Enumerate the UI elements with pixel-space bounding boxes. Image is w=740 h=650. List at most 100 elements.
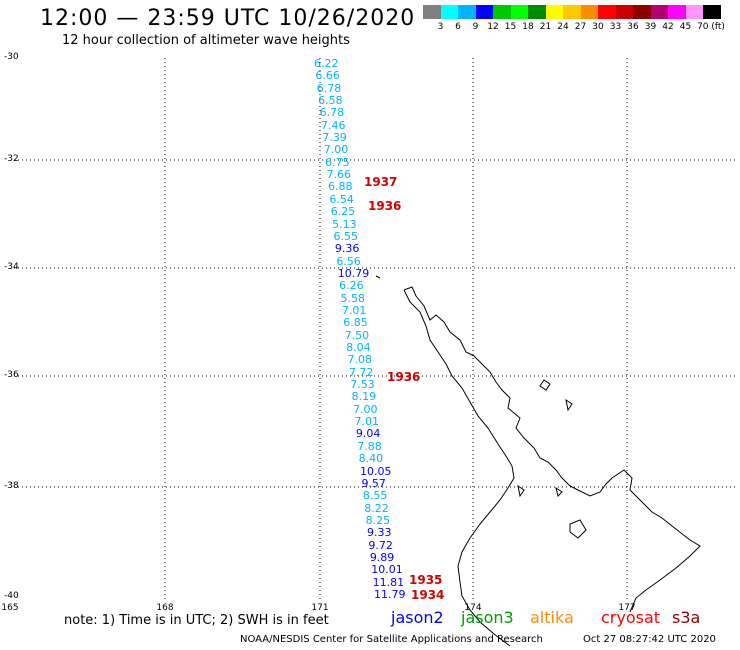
map-title: 12:00 — 23:59 UTC 10/26/2020	[40, 6, 416, 31]
pass-time-label: 1937	[364, 175, 398, 189]
footer-timestamp: Oct 27 08:27:42 UTC 2020	[583, 634, 716, 645]
scale-swatch-7	[545, 5, 563, 19]
wave-height-value: 6.85	[343, 316, 368, 330]
wave-height-value: 6.75	[325, 155, 350, 169]
wave-height-value: 7.39	[322, 131, 347, 145]
scale-label: 24	[557, 22, 569, 32]
scale-swatch-1	[440, 5, 458, 19]
satellite-label-jason2: jason2	[391, 608, 444, 627]
wave-height-value: 7.53	[350, 378, 375, 392]
footer-credit: NOAA/NESDIS Center for Satellite Applica…	[240, 634, 543, 645]
satellite-label-cryosat: cryosat	[601, 608, 661, 627]
wave-height-value: 6.88	[327, 180, 353, 194]
wave-height-value: 9.33	[367, 526, 392, 540]
wave-height-value: 7.66	[326, 168, 352, 182]
scale-swatch-5	[510, 5, 528, 19]
scale-swatch-16	[703, 5, 721, 19]
wave-height-value: 8.40	[358, 452, 384, 466]
wave-height-value: 10.05	[360, 464, 392, 478]
scale-label: 70 (ft)	[697, 22, 725, 32]
color-scale-bar	[423, 5, 721, 19]
scale-swatch-12	[633, 5, 651, 19]
wave-height-value: 8.55	[362, 489, 388, 503]
grid-lines	[14, 58, 735, 600]
wave-height-value: 10.01	[371, 563, 403, 577]
scale-swatch-4	[493, 5, 511, 19]
coastline	[375, 275, 701, 647]
lat-label: -38	[4, 481, 19, 491]
wave-height-value: 9.36	[334, 242, 360, 256]
lat-label: -40	[4, 591, 19, 601]
wave-height-value: 7.72	[348, 365, 374, 379]
satellite-label-altika: altika	[530, 608, 574, 627]
island-outline	[517, 484, 525, 498]
lat-label: -32	[4, 154, 19, 164]
wave-height-value: 11.81	[372, 575, 405, 589]
wave-height-value: 6.78	[316, 81, 342, 95]
scale-label: 39	[644, 22, 657, 32]
lon-label: 171	[311, 603, 329, 613]
pass-time-label: 1936	[368, 199, 402, 213]
lon-label: 177	[618, 603, 636, 613]
wave-height-value: 5.58	[340, 291, 366, 305]
scale-label: 15	[504, 22, 517, 32]
scale-label: 45	[679, 22, 692, 32]
wave-height-value: 9.89	[369, 550, 395, 564]
lat-label: -36	[4, 370, 19, 380]
wave-height-value: 7.00	[353, 402, 378, 416]
wave-height-value: 8.19	[351, 390, 377, 404]
scale-label: 36	[627, 22, 639, 32]
wave-height-value: 7.00	[323, 143, 349, 157]
wave-height-value: 9.72	[368, 538, 393, 552]
note-text: note: 1) Time is in UTC; 2) SWH is in fe…	[64, 613, 329, 628]
pass-time-label: 1936	[387, 370, 421, 384]
wave-height-value: 6.22	[314, 57, 339, 70]
satellite-label-s3a: s3a	[672, 608, 701, 627]
scale-swatch-2	[458, 5, 476, 19]
wave-height-value: 6.78	[319, 106, 345, 120]
lat-label: -30	[4, 52, 19, 62]
scale-label: 6	[455, 22, 461, 32]
scale-label: 21	[539, 22, 552, 32]
scale-swatch-0	[423, 5, 441, 19]
wave-height-value: 7.46	[320, 118, 346, 132]
wave-height-value: 6.66	[315, 69, 340, 83]
wave-height-value: 7.88	[357, 439, 382, 453]
scale-label: 30	[592, 22, 604, 32]
scale-swatch-15	[685, 5, 703, 19]
wave-height-value: 6.58	[318, 94, 343, 108]
wave-height-value: 6.25	[330, 205, 356, 219]
pass-time-label: 1934	[411, 588, 445, 602]
scale-swatch-11	[615, 5, 633, 19]
scale-label: 9	[472, 22, 479, 32]
wave-height-value: 9.04	[355, 427, 381, 441]
wave-height-value: 8.04	[346, 341, 371, 355]
wave-height-value: 7.08	[347, 353, 372, 367]
wave-height-value: 7.50	[344, 328, 370, 342]
wave-height-value: 7.01	[341, 303, 367, 317]
scale-swatch-10	[598, 5, 616, 19]
island-outline	[565, 398, 573, 412]
scale-label: 27	[574, 22, 587, 32]
pass-time-label: 1935	[409, 573, 443, 587]
wave-height-value: 6.26	[339, 279, 364, 293]
scale-swatch-6	[528, 5, 546, 19]
satellite-label-jason3: jason3	[461, 608, 514, 627]
scale-swatch-13	[650, 5, 668, 19]
wave-height-value: 11.79	[374, 588, 406, 601]
wave-height-value: 5.13	[332, 217, 357, 231]
wave-height-value: 6.54	[329, 192, 354, 206]
wave-height-value: 6.56	[336, 254, 361, 268]
north-island-coast	[403, 286, 701, 647]
scale-swatch-3	[475, 5, 493, 19]
island-outline	[555, 486, 563, 497]
scale-label: 42	[662, 22, 674, 32]
island-outline	[569, 519, 587, 539]
island-outline	[539, 379, 551, 391]
lon-label: 165	[1, 603, 19, 613]
scale-swatch-8	[563, 5, 581, 19]
scale-label: 3	[437, 22, 444, 32]
scale-swatch-9	[580, 5, 598, 19]
